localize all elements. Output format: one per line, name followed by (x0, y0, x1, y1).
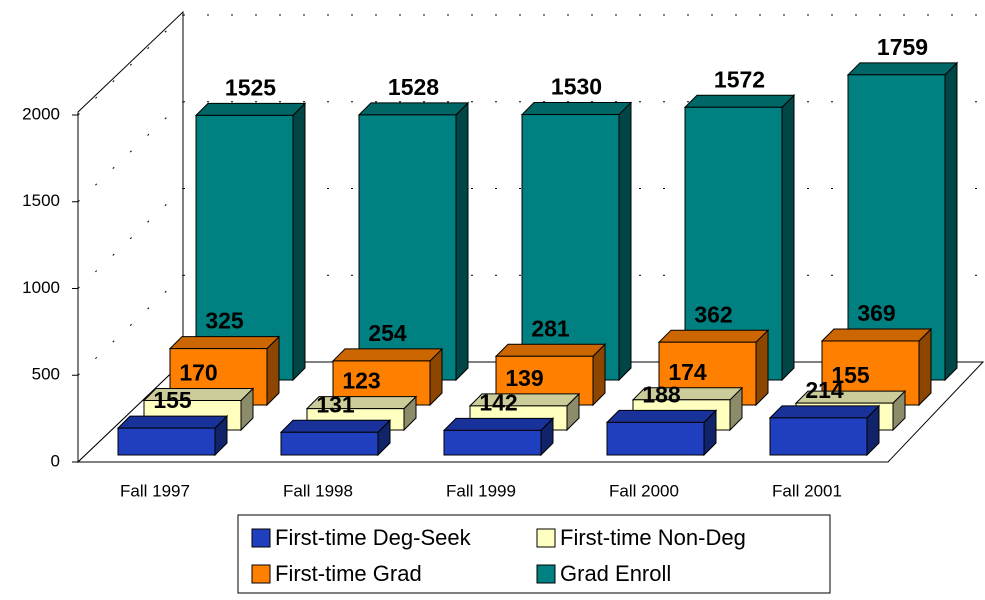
value-label: 174 (668, 359, 707, 385)
legend-swatch (251, 528, 271, 548)
bar-top (768, 405, 881, 419)
legend-swatch (536, 528, 556, 548)
bar-top (494, 343, 607, 357)
bar (279, 419, 392, 457)
value-label: 123 (342, 368, 380, 394)
legend-label: First-time Grad (275, 561, 422, 586)
y-tick-label: 500 (32, 365, 60, 384)
bar (520, 101, 633, 382)
bar-top (168, 336, 281, 350)
value-label: 142 (479, 389, 517, 415)
value-label: 188 (642, 381, 681, 407)
y-tick-label: 2000 (22, 104, 60, 123)
bar-side (455, 101, 469, 382)
y-tick-label: 1000 (22, 278, 60, 297)
value-label: 1525 (225, 74, 276, 100)
bar (605, 409, 718, 457)
x-tick-label: Fall 1997 (120, 481, 190, 500)
bar-top (846, 62, 959, 76)
x-tick-label: Fall 1998 (283, 481, 353, 500)
value-label: 1530 (551, 74, 602, 100)
bar-side (618, 101, 632, 382)
bar (194, 102, 307, 382)
value-label: 254 (368, 320, 407, 346)
value-label: 214 (805, 377, 844, 403)
x-tick-label: Fall 2001 (772, 481, 842, 500)
value-label: 1528 (388, 74, 439, 100)
grid-line (77, 188, 184, 289)
bar-top (820, 328, 933, 342)
grid-line (77, 274, 184, 376)
bar (442, 417, 555, 457)
grid-line (77, 101, 184, 203)
bar-top (194, 102, 307, 116)
bar-side (781, 94, 795, 382)
bar-front (195, 114, 294, 381)
bar (768, 404, 881, 457)
bar-top (116, 415, 229, 429)
bar-side (944, 61, 958, 382)
legend-swatch (536, 564, 556, 584)
y-tick-label: 0 (51, 451, 60, 470)
x-tick-label: Fall 1999 (446, 481, 516, 500)
bar-side (292, 102, 306, 382)
bar-front (117, 427, 216, 456)
value-label: 155 (153, 387, 192, 413)
bar-top (605, 409, 718, 423)
value-label: 139 (505, 365, 543, 391)
value-label: 155 (831, 362, 870, 388)
value-label: 281 (531, 315, 570, 341)
legend-label: Grad Enroll (560, 561, 671, 586)
grid-line (77, 14, 184, 116)
bar-top (331, 348, 444, 362)
value-label: 362 (694, 301, 732, 327)
bar-front (443, 429, 542, 456)
legend-label: First-time Deg-Seek (275, 525, 472, 550)
bar-front (606, 421, 705, 456)
bar-side (918, 327, 932, 407)
bar-front (280, 431, 379, 456)
bar-front (521, 114, 620, 381)
y-tick-label: 1500 (22, 191, 60, 210)
bar-top (657, 329, 770, 343)
value-label: 170 (179, 360, 217, 386)
legend (237, 514, 831, 594)
value-label: 369 (857, 300, 895, 326)
legend-label: First-time Non-Deg (560, 525, 746, 550)
value-label: 1572 (714, 66, 765, 92)
bar-top (279, 419, 392, 433)
legend-swatch (251, 564, 271, 584)
value-label: 325 (205, 308, 244, 334)
bar-top (683, 94, 796, 108)
bar (116, 414, 229, 457)
value-label: 1759 (877, 34, 928, 60)
bar-top (520, 102, 633, 116)
bar-top (357, 102, 470, 116)
bar-side (755, 328, 769, 407)
bar-front (769, 417, 868, 456)
value-label: 131 (316, 391, 355, 417)
bar-top (442, 417, 555, 431)
x-tick-label: Fall 2000 (609, 481, 679, 500)
